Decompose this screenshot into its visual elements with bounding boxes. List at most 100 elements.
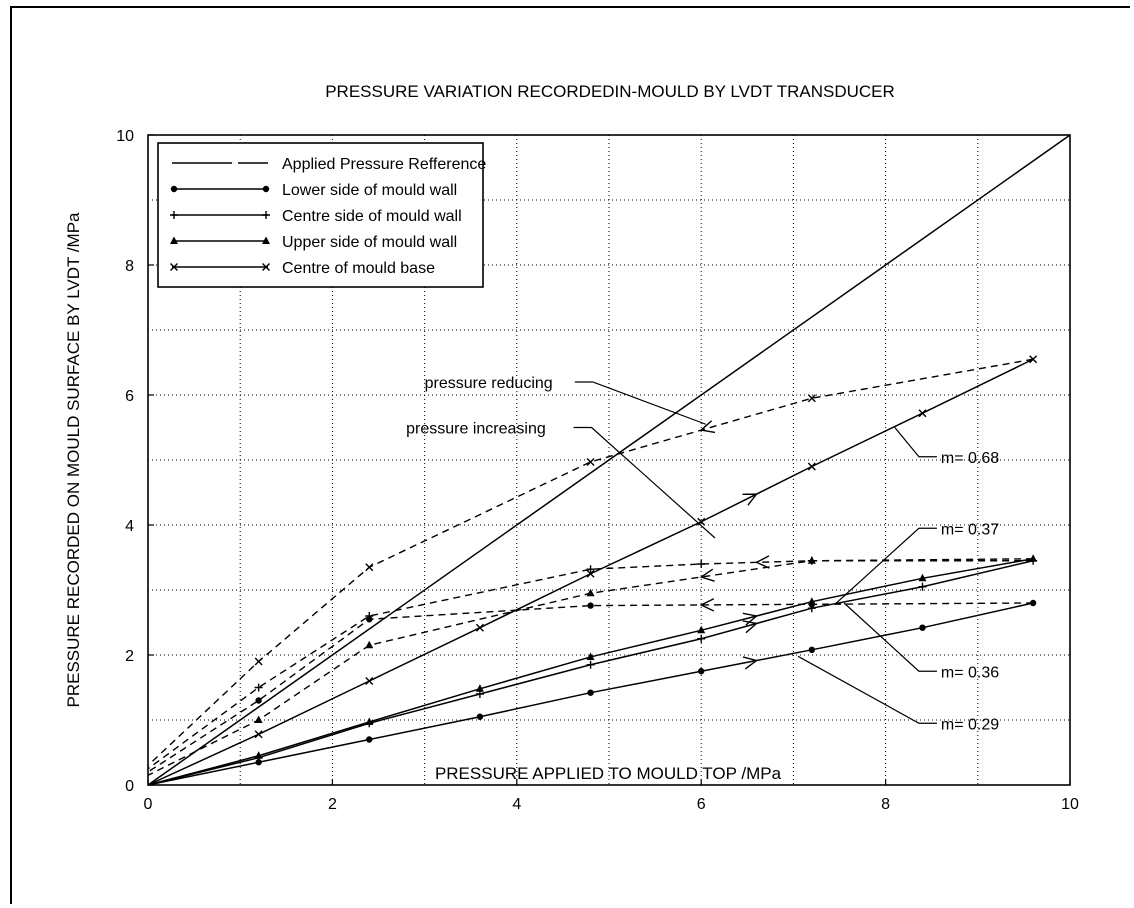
annotation-label: m= 0.36	[941, 664, 999, 681]
annotation-leader	[797, 655, 937, 724]
annotations: pressure reducing pressure increasing m= 0…	[406, 375, 999, 733]
legend-label: Applied Pressure Refference	[282, 156, 486, 173]
direction-arrow	[742, 620, 759, 634]
cross-marker	[586, 569, 595, 578]
plus-marker	[918, 582, 927, 591]
legend-item: Upper side of mould wall	[170, 234, 457, 251]
plus-marker	[586, 565, 595, 574]
cross-marker	[170, 263, 178, 271]
plus-marker	[586, 660, 595, 669]
annotation-leader	[894, 427, 937, 458]
plus-marker	[807, 604, 816, 613]
dot-marker	[262, 185, 270, 193]
cross-marker	[365, 677, 374, 685]
legend-item: Centre side of mould wall	[170, 208, 462, 225]
cross-marker	[475, 623, 484, 632]
series-cross	[147, 355, 1038, 786]
triangle-marker	[262, 236, 270, 244]
reducing-line	[147, 602, 1034, 773]
triangle-marker	[697, 625, 706, 634]
annotation-leader	[574, 381, 707, 425]
dot-marker	[170, 185, 178, 193]
dot-marker	[808, 646, 816, 653]
cross-marker	[1029, 355, 1038, 364]
series-dot	[147, 598, 1037, 786]
y-tick-label: 10	[116, 128, 134, 145]
y-tick-label: 4	[125, 518, 134, 535]
legend-label: Upper side of mould wall	[282, 234, 457, 251]
dot-marker	[587, 602, 594, 609]
triangle-marker	[254, 715, 263, 723]
cross-marker	[254, 657, 263, 666]
plus-marker	[254, 683, 263, 692]
triangle-marker	[807, 597, 816, 605]
reducing-line	[147, 358, 1034, 767]
dot-marker	[587, 689, 594, 696]
triangle-marker	[807, 556, 816, 564]
dot-marker	[476, 713, 484, 720]
plus-marker	[262, 211, 270, 219]
dot-marker	[255, 697, 262, 704]
triangle-marker	[475, 684, 484, 692]
direction-arrow	[742, 612, 759, 626]
triangle-marker	[254, 751, 263, 759]
reducing-line	[147, 558, 1034, 776]
triangle-marker	[918, 573, 927, 582]
series-triangle	[147, 554, 1038, 786]
direction-arrow	[742, 656, 759, 670]
cross-marker	[586, 457, 595, 466]
series-none	[147, 134, 1071, 786]
triangle-marker	[365, 717, 374, 725]
triangle-marker	[170, 236, 178, 244]
legend-item: Lower side of mould wall	[170, 182, 457, 199]
y-axis-label: PRESSURE RECORDED ON MOULD SURFACE BY LV…	[64, 212, 83, 708]
x-tick-label: 10	[1061, 796, 1079, 813]
legend-item: Centre of mould base	[170, 260, 435, 277]
annotation-label: pressure increasing	[406, 421, 546, 438]
annotation-label: m= 0.68	[941, 450, 999, 467]
legend-label: Centre of mould base	[282, 260, 435, 277]
legend-item: Applied Pressure Refference	[172, 156, 486, 173]
x-tick-label: 0	[144, 796, 153, 813]
cross-marker	[254, 730, 263, 739]
y-tick-label: 6	[125, 388, 134, 405]
cross-marker	[807, 462, 816, 471]
legend: Applied Pressure Refference Lower side of…	[157, 142, 486, 288]
chart-title: PRESSURE VARIATION RECORDEDIN-MOULD BY L…	[325, 82, 895, 101]
x-tick-label: 8	[881, 796, 890, 813]
dot-marker	[255, 759, 262, 766]
cross-marker	[262, 263, 270, 271]
legend-label: Lower side of mould wall	[282, 182, 457, 199]
plus-marker	[697, 634, 706, 643]
annotation-leader	[843, 602, 937, 672]
x-tick-label: 2	[328, 796, 337, 813]
dot-marker	[698, 668, 705, 675]
triangle-marker	[586, 652, 595, 660]
annotation-leader	[573, 426, 716, 539]
annotation-label: pressure reducing	[425, 375, 553, 392]
increasing-line	[147, 134, 1071, 786]
legend-label: Centre side of mould wall	[282, 208, 462, 225]
direction-arrow	[699, 598, 715, 612]
x-axis-label: PRESSURE APPLIED TO MOULD TOP /MPa	[435, 764, 782, 783]
y-tick-label: 8	[125, 258, 134, 275]
series-layer	[147, 134, 1071, 786]
cross-marker	[918, 409, 927, 418]
y-tick-label: 0	[125, 778, 134, 795]
cross-marker	[365, 563, 374, 572]
x-tick-label: 4	[512, 796, 521, 813]
direction-arrow	[699, 568, 715, 582]
direction-arrow	[742, 493, 758, 506]
annotation-label: m= 0.29	[941, 716, 999, 733]
figure-frame	[10, 6, 1130, 904]
direction-arrow	[699, 420, 716, 434]
annotation-leader	[834, 527, 937, 605]
dot-marker	[366, 736, 373, 743]
plot-area	[147, 134, 1071, 786]
plus-marker	[697, 560, 706, 568]
cross-marker	[807, 394, 816, 403]
triangle-marker	[586, 588, 595, 597]
triangle-marker	[1029, 554, 1038, 562]
dot-marker	[1029, 599, 1037, 607]
